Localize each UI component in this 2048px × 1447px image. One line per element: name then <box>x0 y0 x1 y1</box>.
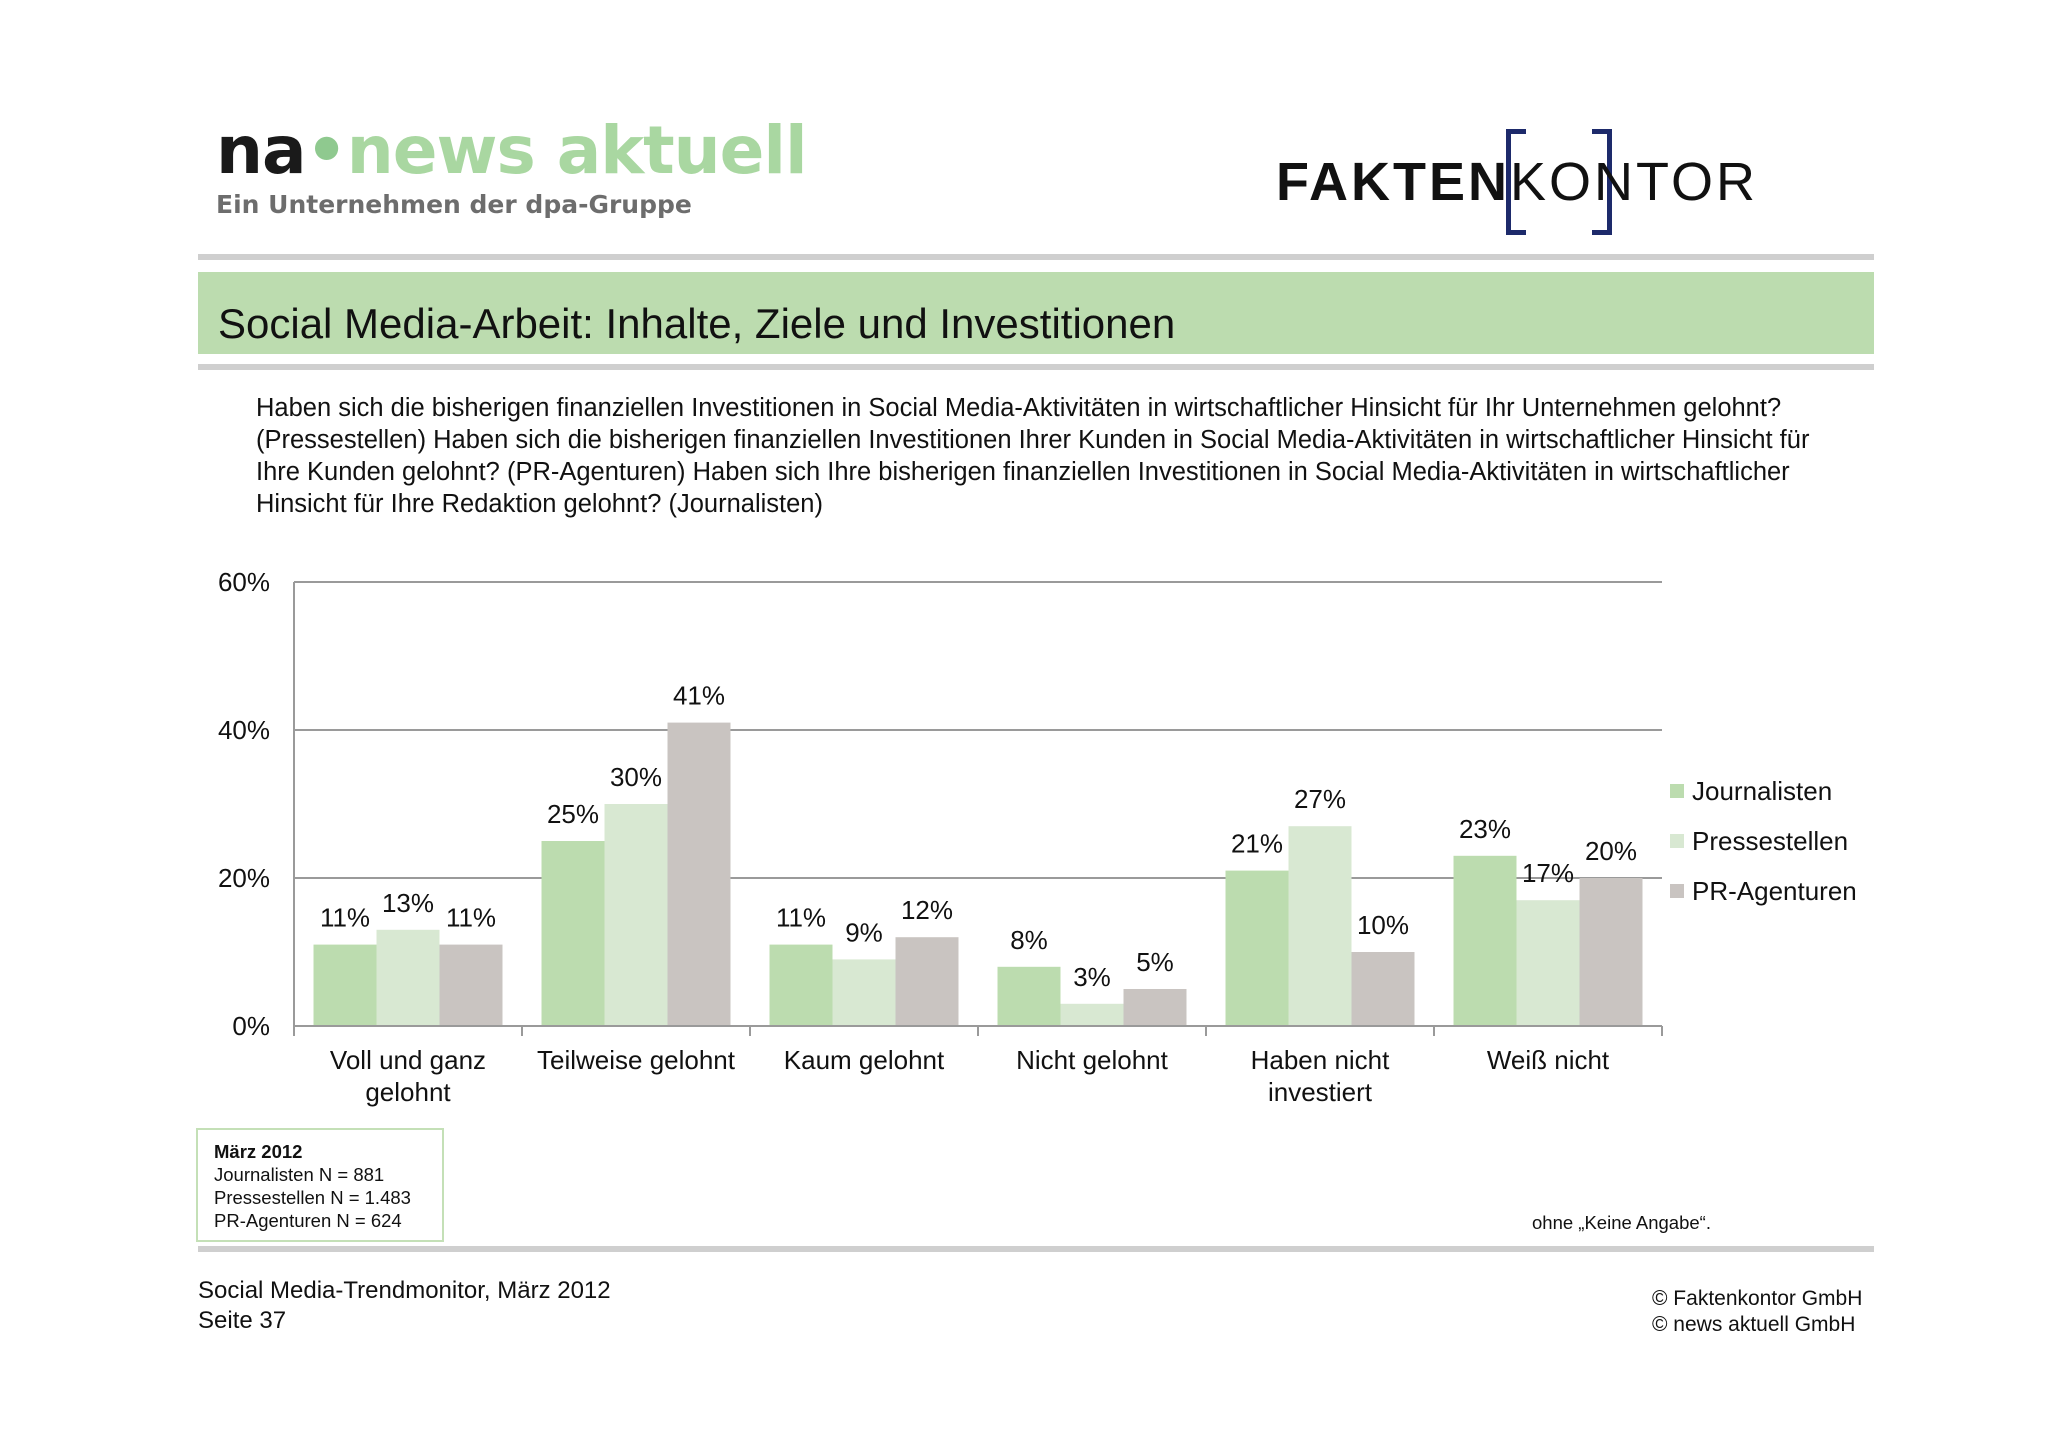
sample-note-line: Journalisten N = 881 <box>214 1164 385 1185</box>
bar <box>541 841 605 1026</box>
data-label: 23% <box>1459 814 1511 844</box>
bar <box>997 966 1061 1026</box>
data-label: 8% <box>1010 925 1048 955</box>
bar <box>1516 900 1580 1026</box>
bar <box>1123 989 1187 1026</box>
copyright-news-aktuell: © news aktuell GmbH <box>1652 1313 1856 1336</box>
page-number: Seite 37 <box>198 1307 287 1334</box>
bar <box>769 944 833 1026</box>
footer-source: Social Media-Trendmonitor, März 2012 <box>198 1277 611 1304</box>
header-divider <box>198 254 1874 260</box>
news-aktuell-logo: na•news aktuell Ein Unternehmen der dpa-… <box>216 118 808 220</box>
data-label: 41% <box>673 681 725 711</box>
data-label: 20% <box>1585 836 1637 866</box>
title-divider <box>198 364 1874 370</box>
logo-brand-text: news aktuell <box>346 112 808 189</box>
data-label: 3% <box>1073 962 1111 992</box>
legend-label: Journalisten <box>1692 776 1832 806</box>
data-label: 27% <box>1294 784 1346 814</box>
data-label: 11% <box>320 903 370 933</box>
x-tick-label: Haben nicht <box>1251 1045 1391 1075</box>
x-tick-label: Teilweise gelohnt <box>537 1045 736 1075</box>
logo-tagline: Ein Unternehmen der dpa-Gruppe <box>216 190 692 219</box>
data-label: 10% <box>1357 910 1409 940</box>
bar <box>1351 952 1415 1026</box>
data-label: 12% <box>901 895 953 925</box>
sample-note-line: Pressestellen N = 1.483 <box>214 1187 411 1208</box>
sample-note-box: März 2012 Journalisten N = 881 Presseste… <box>196 1128 444 1242</box>
data-label: 30% <box>610 762 662 792</box>
bar <box>1060 1003 1124 1026</box>
bar <box>895 937 959 1026</box>
data-label: 11% <box>446 903 496 933</box>
y-tick-label: 40% <box>218 715 270 745</box>
data-label: 21% <box>1231 829 1283 859</box>
bar <box>313 944 377 1026</box>
bar <box>832 959 896 1026</box>
footer-left: Social Media-Trendmonitor, März 2012 Sei… <box>198 1276 611 1336</box>
copyright-faktenkontor: © Faktenkontor GmbH <box>1652 1287 1863 1310</box>
bar <box>667 722 731 1026</box>
x-tick-label: Kaum gelohnt <box>784 1045 945 1075</box>
sample-note-line: PR-Agenturen N = 624 <box>214 1210 402 1231</box>
title-bar: Social Media-Arbeit: Inhalte, Ziele und … <box>198 272 1874 354</box>
logo-na-text: na <box>216 112 307 189</box>
x-tick-label: investiert <box>1268 1077 1373 1107</box>
logo-dot: • <box>305 112 348 189</box>
bar <box>376 929 440 1026</box>
footer-divider <box>198 1246 1874 1252</box>
footer-right: © Faktenkontor GmbH © news aktuell GmbH <box>1652 1286 1862 1338</box>
data-label: 25% <box>547 799 599 829</box>
data-label: 13% <box>382 888 434 918</box>
bar <box>604 804 668 1026</box>
sample-note-heading: März 2012 <box>214 1141 303 1162</box>
bar <box>1579 878 1643 1026</box>
footnote: ohne „Keine Angabe“. <box>1532 1212 1711 1233</box>
bar <box>1225 870 1289 1026</box>
y-tick-label: 60% <box>218 567 270 597</box>
legend-swatch <box>1670 884 1684 898</box>
logo-part2: KONTOR <box>1510 152 1759 212</box>
faktenkontor-logo: FAKTENKONTOR <box>1276 125 1836 243</box>
data-label: 11% <box>776 903 826 933</box>
logo-part1: FAKTEN <box>1276 152 1510 212</box>
y-tick-label: 20% <box>218 863 270 893</box>
bar <box>439 944 503 1026</box>
logo-wordmark: FAKTENKONTOR <box>1276 155 1758 209</box>
x-tick-label: Weiß nicht <box>1487 1045 1610 1075</box>
x-tick-label: gelohnt <box>365 1077 451 1107</box>
page-title: Social Media-Arbeit: Inhalte, Ziele und … <box>218 300 1176 347</box>
legend-label: PR-Agenturen <box>1692 876 1857 906</box>
bar-chart: 11% 13% 11% 25% 30% 41% 11% 9% 12% 8% 3% 5% 21% 27% 10… <box>218 567 1857 1107</box>
data-label: 17% <box>1522 858 1574 888</box>
y-tick-label: 0% <box>232 1011 270 1041</box>
legend-swatch <box>1670 834 1684 848</box>
legend-label: Pressestellen <box>1692 826 1848 856</box>
bar <box>1453 855 1517 1026</box>
x-tick-label: Voll und ganz <box>330 1045 486 1075</box>
bar <box>1288 826 1352 1026</box>
x-tick-label: Nicht gelohnt <box>1016 1045 1169 1075</box>
data-label: 5% <box>1136 947 1174 977</box>
legend-swatch <box>1670 784 1684 798</box>
data-label: 9% <box>845 917 883 947</box>
survey-question: Haben sich die bisherigen finanziellen I… <box>256 394 1810 518</box>
